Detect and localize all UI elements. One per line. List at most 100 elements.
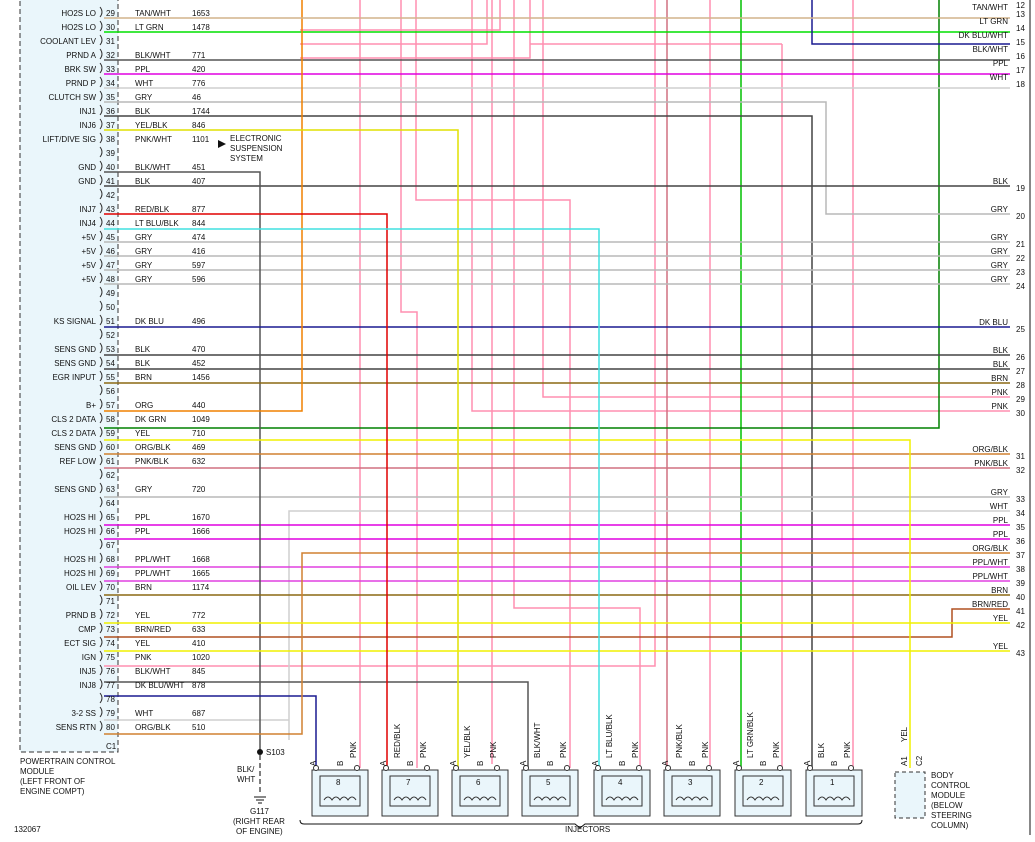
- injector-8: 8 A B PNK: [309, 741, 369, 817]
- injector-coil-icon: [389, 775, 431, 807]
- injector-pin-a: A: [519, 760, 528, 766]
- right-wire-number: 17: [1016, 66, 1025, 75]
- coil-icon: [393, 796, 427, 801]
- pin-circuit-number: 1478: [192, 23, 210, 32]
- pin-circuit-number: 1744: [192, 107, 210, 116]
- terminal-a-icon: [807, 765, 813, 771]
- pin-bracket: [99, 510, 103, 522]
- pin-function-label: GND: [78, 177, 96, 186]
- injector-pin-b: B: [336, 761, 345, 766]
- pin-number: 58: [106, 415, 115, 424]
- pin-number: 68: [106, 555, 115, 564]
- pin-number: 44: [106, 219, 115, 228]
- right-wire-color: GRY: [991, 261, 1009, 270]
- injector-a-wire: PNK/BLK: [675, 724, 684, 758]
- injector-b-wire: PNK: [419, 741, 428, 758]
- right-wire-number: 28: [1016, 381, 1025, 390]
- pin-wire-color: PNK: [135, 653, 152, 662]
- pin-number: 45: [106, 233, 115, 242]
- pin-bracket: [99, 90, 103, 102]
- pin-number: 65: [106, 513, 115, 522]
- right-wire-number: 42: [1016, 621, 1025, 630]
- pin-bracket: [99, 314, 103, 326]
- right-wire-number: 14: [1016, 24, 1025, 33]
- pin-function-label: EGR INPUT: [52, 373, 96, 382]
- pin-circuit-number: 877: [192, 205, 206, 214]
- injectors: 8 A B PNK 7 A B RED/BLK PNK 6 A B YEL/BLK PNK 5 A B BLK/W…: [309, 711, 863, 817]
- injector-pin-b: B: [618, 761, 627, 766]
- pin-function-label: ECT SIG: [64, 639, 96, 648]
- pin-bracket: [99, 300, 103, 312]
- pin-wire-color: BLK/WHT: [135, 51, 171, 60]
- pin-circuit-number: 410: [192, 639, 206, 648]
- terminal-b-icon: [564, 765, 570, 771]
- bcm-wire: YEL: [900, 726, 909, 742]
- pin-number: 37: [106, 121, 115, 130]
- pin-number: 63: [106, 485, 115, 494]
- pin-function-label: +5V: [82, 275, 97, 284]
- suspension-label-1: ELECTRONIC: [230, 134, 282, 143]
- pin-circuit-number: 440: [192, 401, 206, 410]
- pin-function-label: PRND P: [66, 79, 96, 88]
- right-wire-number: 22: [1016, 254, 1025, 263]
- right-wire-color: ORG/BLK: [972, 445, 1008, 454]
- pin-function-label: INJ4: [80, 219, 97, 228]
- pin-circuit-number: 596: [192, 275, 206, 284]
- pcm-name-2: MODULE: [20, 767, 54, 776]
- pin-bracket: [99, 622, 103, 634]
- pin-number: 47: [106, 261, 115, 270]
- figure-id: 132067: [14, 825, 41, 834]
- right-wire-number: 16: [1016, 52, 1025, 61]
- pin-circuit-number: 633: [192, 625, 206, 634]
- pin-wire-color: GRY: [135, 261, 153, 270]
- pin-circuit-number: 470: [192, 345, 206, 354]
- pin-number: 49: [106, 289, 115, 298]
- pin-circuit-number: 1174: [192, 583, 210, 592]
- injector-coil-icon: [671, 775, 713, 807]
- pin-number: 33: [106, 65, 115, 74]
- right-wire-color: WHT: [990, 73, 1008, 82]
- injector-number: 1: [830, 778, 835, 787]
- pin-number: 41: [106, 177, 115, 186]
- pin-bracket: [99, 552, 103, 564]
- pin-bracket: [99, 678, 103, 690]
- right-wire-number: 25: [1016, 325, 1025, 334]
- injector-pin-a: A: [449, 760, 458, 766]
- injector-coil-icon: [813, 775, 855, 807]
- pcm-name-1: POWERTRAIN CONTROL: [20, 757, 116, 766]
- right-wire-number: 21: [1016, 240, 1025, 249]
- injector-4: 4 A B LT BLU/BLK PNK: [591, 714, 651, 817]
- pin-bracket: [99, 34, 103, 46]
- pin-number: 36: [106, 107, 115, 116]
- ground-wire-label-2: WHT: [237, 775, 255, 784]
- terminal-b-icon: [494, 765, 500, 771]
- coil-icon: [605, 796, 639, 801]
- right-wire-color: LT GRN: [979, 17, 1008, 26]
- pin-number: 66: [106, 527, 115, 536]
- terminal-b-icon: [424, 765, 430, 771]
- injector-box: [593, 769, 651, 817]
- ground-loc-1: (RIGHT REAR: [233, 817, 285, 826]
- right-wire-number: 24: [1016, 282, 1025, 291]
- pin-wire-color: BLK: [135, 177, 151, 186]
- pin-function-label: PRND A: [66, 51, 96, 60]
- injector-a-wire: YEL/BLK: [463, 725, 472, 758]
- pin-function-label: PRND B: [66, 611, 96, 620]
- pin-circuit-number: 710: [192, 429, 206, 438]
- bcm-name-5: STEERING: [931, 811, 972, 820]
- pin-bracket: [99, 20, 103, 32]
- injector-pin-b: B: [546, 761, 555, 766]
- terminal-b-icon: [636, 765, 642, 771]
- right-wire-color: BLK: [993, 360, 1009, 369]
- injector-pin-a: A: [661, 760, 670, 766]
- pin-circuit-number: 1049: [192, 415, 210, 424]
- injector-box: [663, 769, 721, 817]
- right-wire-number: 39: [1016, 579, 1025, 588]
- pin-bracket: [99, 580, 103, 592]
- pin-function-label: +5V: [82, 247, 97, 256]
- pin-circuit-number: 772: [192, 611, 206, 620]
- right-wire-number: 15: [1016, 38, 1025, 47]
- pin-number: 61: [106, 457, 115, 466]
- pin-function-label: 3-2 SS: [72, 709, 96, 718]
- pin-circuit-number: 1101: [192, 135, 210, 144]
